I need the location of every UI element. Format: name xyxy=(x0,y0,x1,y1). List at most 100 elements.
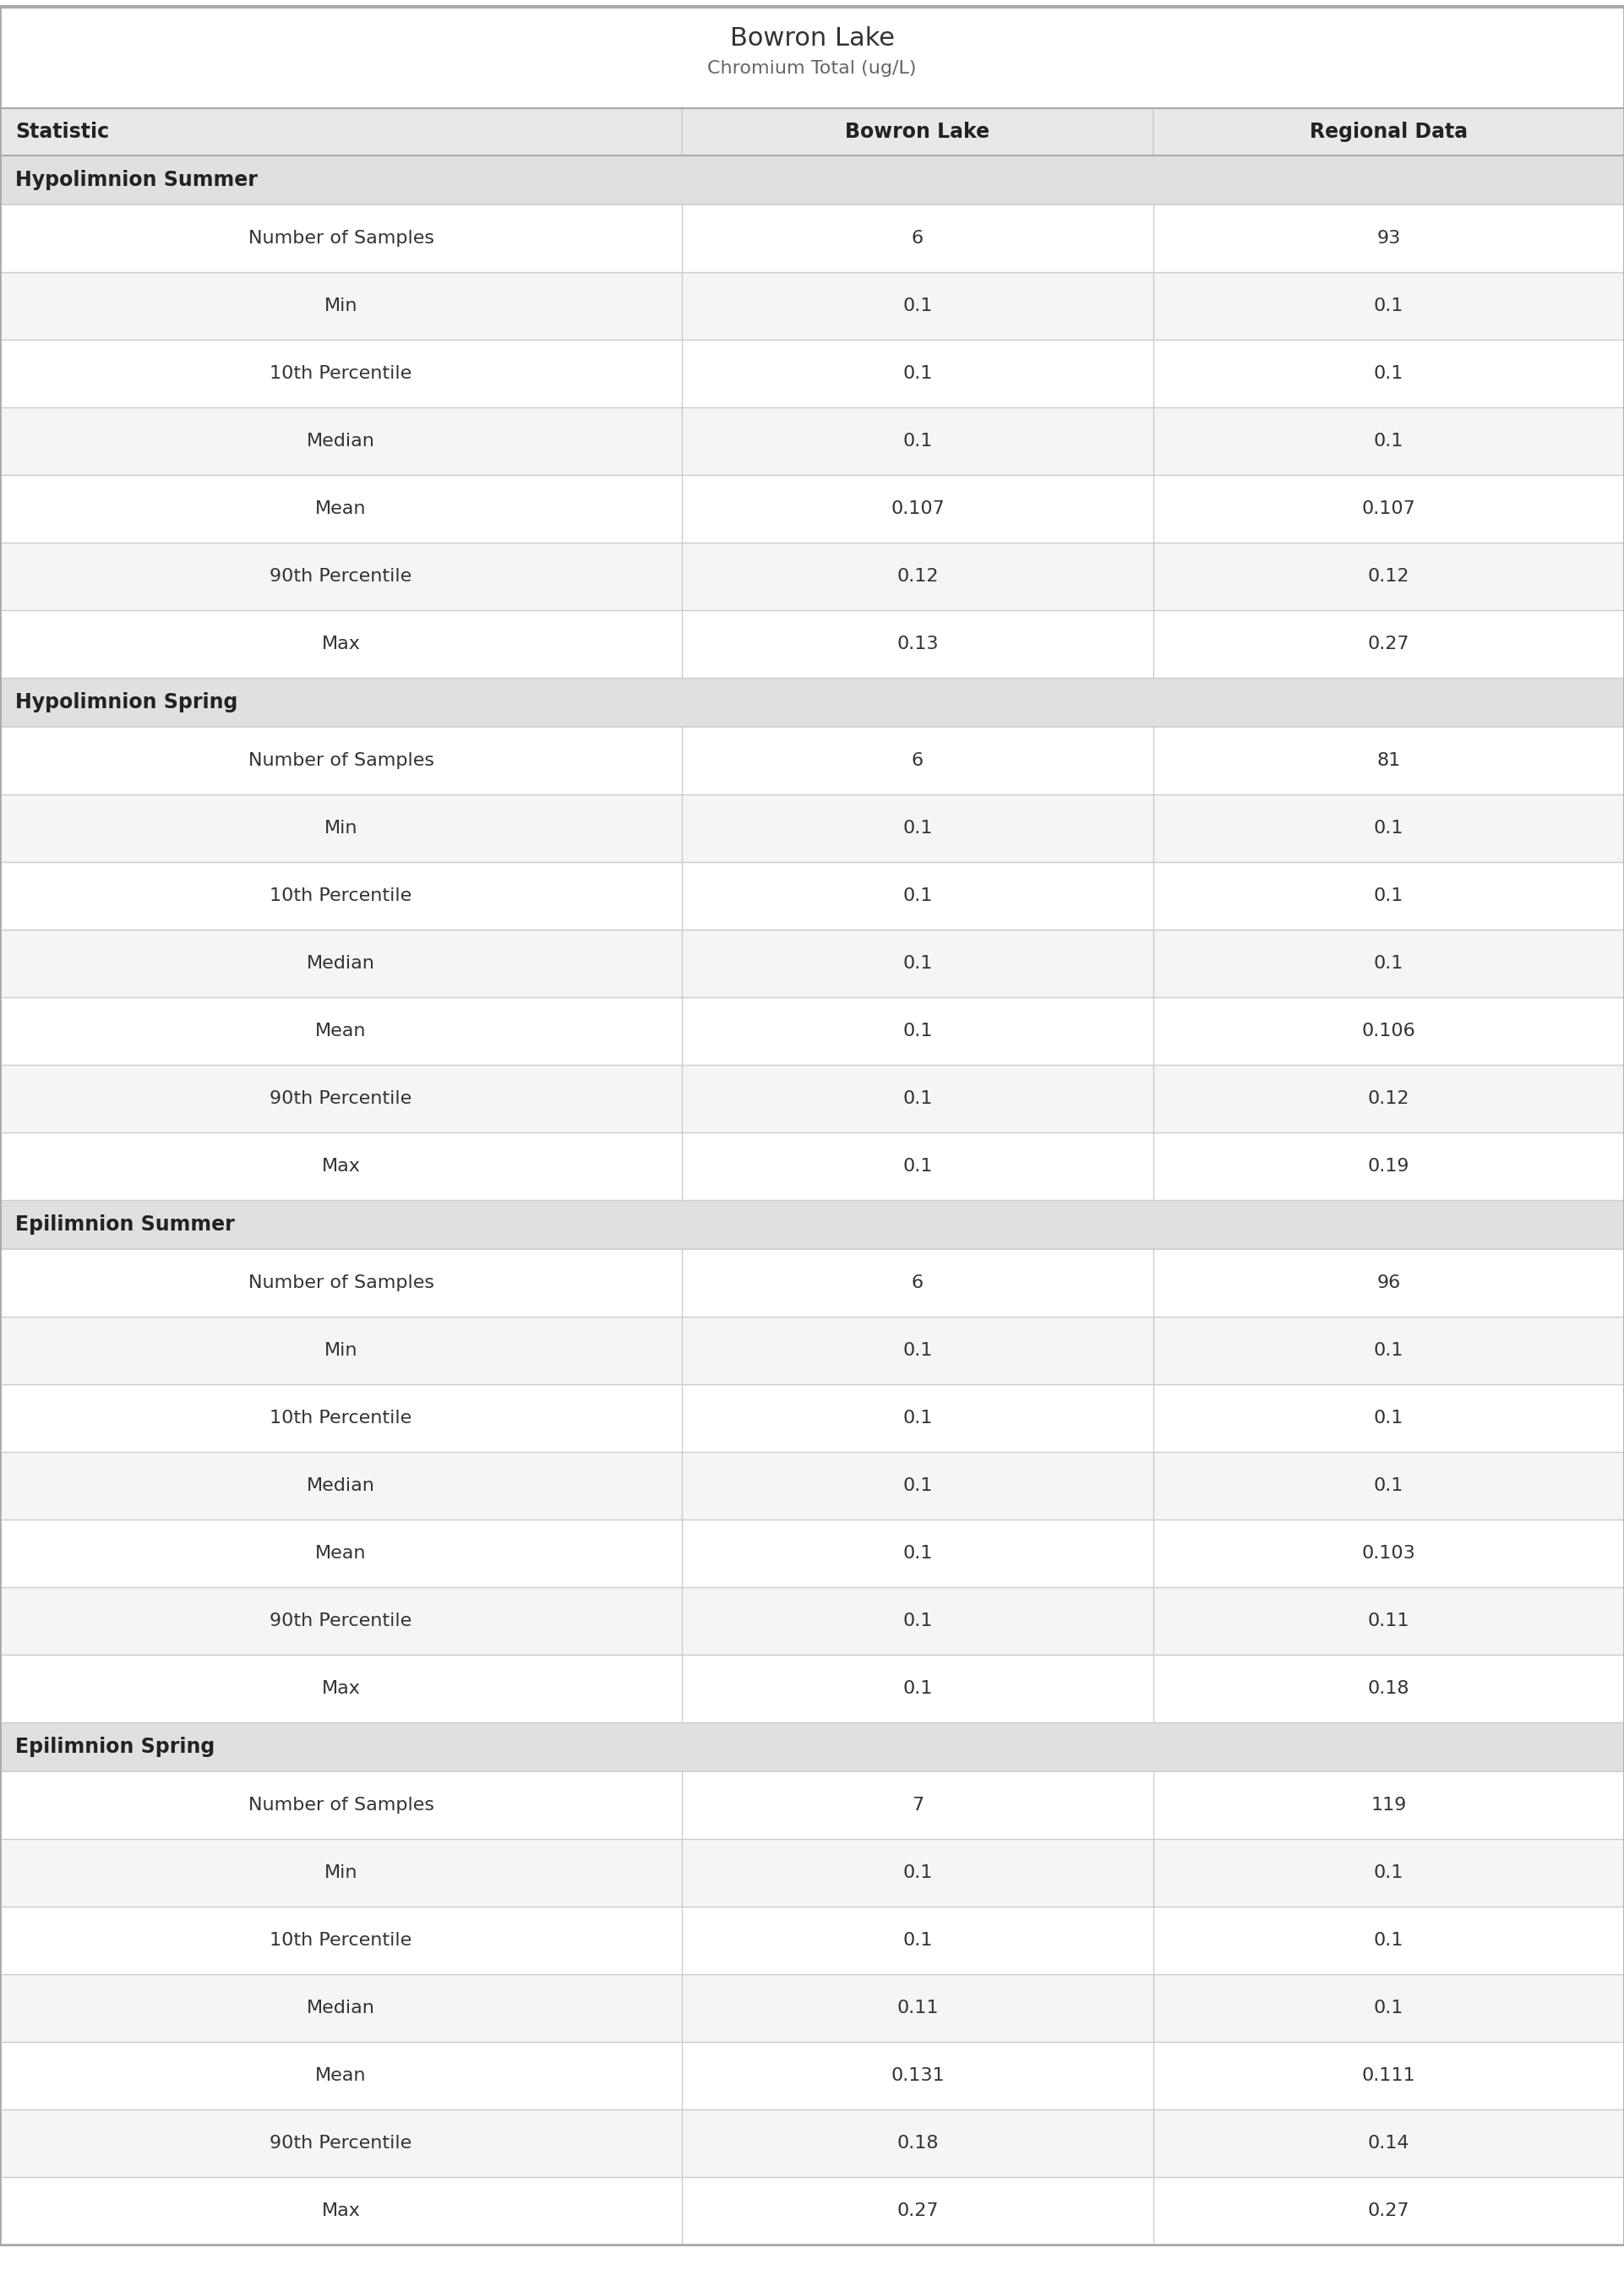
Bar xyxy=(0,543,1624,611)
Text: 0.1: 0.1 xyxy=(903,819,932,838)
Text: 0.111: 0.111 xyxy=(1361,2068,1416,2084)
Bar xyxy=(0,726,1624,794)
Text: 0.103: 0.103 xyxy=(1361,1546,1416,1562)
Bar xyxy=(0,2041,1624,2109)
Text: 0.1: 0.1 xyxy=(903,297,932,313)
Text: 90th Percentile: 90th Percentile xyxy=(270,2134,412,2152)
Text: Max: Max xyxy=(322,1158,361,1174)
Bar xyxy=(0,1655,1624,1723)
Text: 0.1: 0.1 xyxy=(1374,2000,1403,2016)
Text: Max: Max xyxy=(322,1680,361,1698)
Text: Min: Min xyxy=(325,1342,357,1360)
Text: 0.1: 0.1 xyxy=(1374,1932,1403,1950)
Text: 0.1: 0.1 xyxy=(903,1478,932,1494)
Text: Min: Min xyxy=(325,297,357,313)
Bar xyxy=(0,611,1624,679)
Text: 0.18: 0.18 xyxy=(1367,1680,1410,1698)
Bar xyxy=(0,474,1624,543)
Text: 0.13: 0.13 xyxy=(896,636,939,651)
Text: 119: 119 xyxy=(1371,1798,1406,1814)
Text: 0.12: 0.12 xyxy=(1367,568,1410,586)
Text: Epilimnion Summer: Epilimnion Summer xyxy=(15,1214,235,1235)
Text: 6: 6 xyxy=(911,229,924,247)
Bar xyxy=(0,1519,1624,1587)
Text: 6: 6 xyxy=(911,751,924,770)
Text: 0.1: 0.1 xyxy=(903,1410,932,1426)
Text: 0.1: 0.1 xyxy=(903,1864,932,1882)
Bar xyxy=(0,2177,1624,2245)
Text: 0.1: 0.1 xyxy=(1374,888,1403,903)
Bar xyxy=(0,1771,1624,1839)
Bar xyxy=(0,272,1624,340)
Text: 0.1: 0.1 xyxy=(903,1158,932,1174)
Text: Number of Samples: Number of Samples xyxy=(248,751,434,770)
Bar xyxy=(0,109,1624,157)
Text: 90th Percentile: 90th Percentile xyxy=(270,1090,412,1108)
Text: Number of Samples: Number of Samples xyxy=(248,1273,434,1292)
Text: 0.1: 0.1 xyxy=(1374,956,1403,972)
Text: 0.14: 0.14 xyxy=(1367,2134,1410,2152)
Text: 0.19: 0.19 xyxy=(1367,1158,1410,1174)
Text: Max: Max xyxy=(322,636,361,651)
Text: 90th Percentile: 90th Percentile xyxy=(270,568,412,586)
Text: 0.27: 0.27 xyxy=(896,2202,939,2220)
Bar xyxy=(0,1133,1624,1201)
Text: Min: Min xyxy=(325,819,357,838)
Text: 0.107: 0.107 xyxy=(890,499,945,518)
Text: 0.11: 0.11 xyxy=(1367,1612,1410,1630)
Text: 0.18: 0.18 xyxy=(896,2134,939,2152)
Text: Median: Median xyxy=(307,956,375,972)
Text: 0.12: 0.12 xyxy=(896,568,939,586)
Text: Median: Median xyxy=(307,2000,375,2016)
Bar xyxy=(0,1975,1624,2041)
Text: 0.1: 0.1 xyxy=(1374,365,1403,381)
Text: 0.1: 0.1 xyxy=(1374,819,1403,838)
Bar xyxy=(0,340,1624,406)
Text: 0.1: 0.1 xyxy=(1374,434,1403,449)
Text: 0.131: 0.131 xyxy=(890,2068,945,2084)
Bar xyxy=(0,931,1624,997)
Text: 0.1: 0.1 xyxy=(1374,1342,1403,1360)
Text: 10th Percentile: 10th Percentile xyxy=(270,1410,412,1426)
Bar xyxy=(0,1839,1624,1907)
Text: 0.1: 0.1 xyxy=(1374,1410,1403,1426)
Text: 0.1: 0.1 xyxy=(903,1342,932,1360)
Bar xyxy=(0,1587,1624,1655)
Text: Mean: Mean xyxy=(315,2068,367,2084)
Text: Chromium Total (ug/L): Chromium Total (ug/L) xyxy=(708,59,916,77)
Text: 0.1: 0.1 xyxy=(903,1090,932,1108)
Text: 6: 6 xyxy=(911,1273,924,1292)
Text: Number of Samples: Number of Samples xyxy=(248,229,434,247)
Text: 0.1: 0.1 xyxy=(903,1680,932,1698)
Text: 0.1: 0.1 xyxy=(903,1022,932,1040)
Text: 0.27: 0.27 xyxy=(1367,636,1410,651)
Bar xyxy=(0,794,1624,863)
Text: Number of Samples: Number of Samples xyxy=(248,1798,434,1814)
Text: Hypolimnion Spring: Hypolimnion Spring xyxy=(15,692,237,713)
Text: Regional Data: Regional Data xyxy=(1309,123,1468,143)
Bar xyxy=(0,1065,1624,1133)
Text: 0.1: 0.1 xyxy=(903,365,932,381)
Bar xyxy=(0,679,1624,726)
Text: 0.1: 0.1 xyxy=(903,434,932,449)
Text: 93: 93 xyxy=(1377,229,1400,247)
Bar xyxy=(0,863,1624,931)
Text: 0.1: 0.1 xyxy=(1374,297,1403,313)
Text: 0.107: 0.107 xyxy=(1361,499,1416,518)
Text: 10th Percentile: 10th Percentile xyxy=(270,888,412,903)
Text: Mean: Mean xyxy=(315,1022,367,1040)
Text: 0.1: 0.1 xyxy=(1374,1478,1403,1494)
Bar xyxy=(0,1201,1624,1248)
Text: 0.12: 0.12 xyxy=(1367,1090,1410,1108)
Bar xyxy=(0,204,1624,272)
Text: 0.1: 0.1 xyxy=(1374,1864,1403,1882)
Bar xyxy=(0,1453,1624,1519)
Text: Epilimnion Spring: Epilimnion Spring xyxy=(15,1737,214,1757)
Text: Statistic: Statistic xyxy=(15,123,109,143)
Bar xyxy=(0,1385,1624,1453)
Bar xyxy=(0,1249,1624,1317)
Text: 0.1: 0.1 xyxy=(903,956,932,972)
Text: 10th Percentile: 10th Percentile xyxy=(270,365,412,381)
Text: 0.1: 0.1 xyxy=(903,888,932,903)
Text: 0.1: 0.1 xyxy=(903,1612,932,1630)
